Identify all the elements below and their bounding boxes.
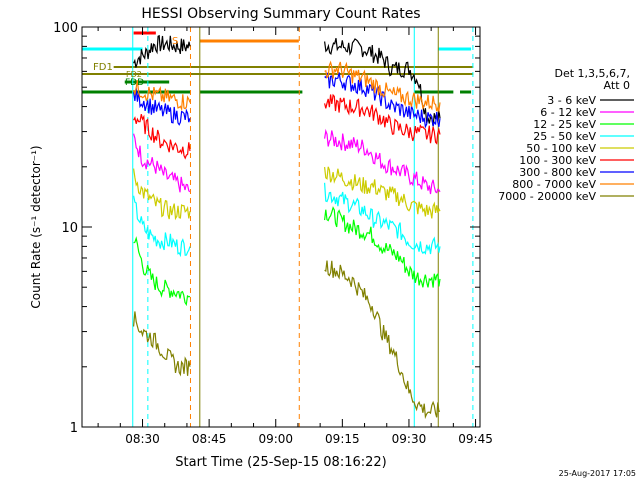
series-line-100-300-kev-seg1: [324, 93, 441, 145]
legend-entry-label: 6 - 12 keV: [540, 106, 596, 119]
x-tick-label: 08:30: [125, 432, 160, 446]
legend-entry-label: 300 - 800 keV: [519, 166, 596, 179]
x-axis-label: Start Time (25-Sep-15 08:16:22): [175, 455, 386, 470]
flag-label-fd1: FD1: [93, 62, 113, 73]
x-tick-label: 09:45: [458, 432, 493, 446]
y-tick-label: 100: [53, 21, 78, 36]
legend-header-line: Det 1,3,5,6,7,: [554, 67, 630, 80]
series-line-12-25-kev-seg0: [133, 236, 191, 307]
y-tick-label: 10: [61, 221, 78, 236]
series-line-6-12-kev-seg1: [324, 128, 441, 195]
y-tick-label: 1: [70, 421, 78, 436]
series-line-12-25-kev-seg1: [324, 206, 441, 288]
legend-entry-label: 3 - 6 keV: [547, 94, 596, 107]
axis-ticks: 08:30 08:45 09:00 09:15 09:30 09:45 1 10 100: [53, 21, 493, 446]
series-line-3-6-kev-seg0: [133, 34, 191, 68]
series-line-7000-20000-kev-seg1: [324, 260, 441, 420]
timestamp: 25-Aug-2017 17:05: [559, 469, 636, 478]
legend-header-line: Att 0: [604, 79, 630, 92]
series-line-6-12-kev-seg0: [133, 133, 191, 193]
series-lines: [133, 34, 441, 420]
series-line-300-800-kev-seg1: [324, 71, 441, 129]
flag-label-fdd: FDD: [125, 78, 144, 88]
flag-label-fd2: FD2: [126, 70, 142, 79]
series-line-800-7000-kev-seg0: [133, 80, 191, 112]
series-line-50-100-kev-seg0: [133, 168, 191, 221]
series-line-100-300-kev-seg0: [133, 114, 191, 160]
legend-entry-label: 25 - 50 keV: [533, 130, 596, 143]
legend-entry-label: 7000 - 20000 keV: [498, 190, 596, 203]
y-axis-label: Count Rate (s⁻¹ detector⁻¹): [29, 145, 43, 308]
chart-title: HESSI Observing Summary Count Rates: [141, 6, 420, 22]
x-tick-label: 09:30: [392, 432, 427, 446]
legend-entry-label: 12 - 25 keV: [533, 118, 596, 131]
flag-label-s: S: [172, 36, 178, 47]
series-line-7000-20000-kev-seg0: [133, 311, 191, 377]
series-line-25-50-kev-seg0: [133, 195, 191, 258]
x-tick-label: 08:45: [192, 432, 227, 446]
x-tick-label: 09:00: [258, 432, 293, 446]
x-tick-label: 09:15: [325, 432, 360, 446]
series-line-800-7000-kev-seg1: [324, 60, 441, 114]
series-line-25-50-kev-seg1: [324, 182, 441, 255]
series-line-50-100-kev-seg1: [324, 166, 441, 219]
series-line-3-6-kev-seg1: [324, 38, 441, 127]
legend-entry-label: 800 - 7000 keV: [512, 178, 596, 191]
legend-entry-label: 50 - 100 keV: [526, 142, 596, 155]
series-line-300-800-kev-seg0: [133, 87, 191, 126]
legend-entry-label: 100 - 300 keV: [519, 154, 596, 167]
flag-bars: [82, 31, 474, 94]
